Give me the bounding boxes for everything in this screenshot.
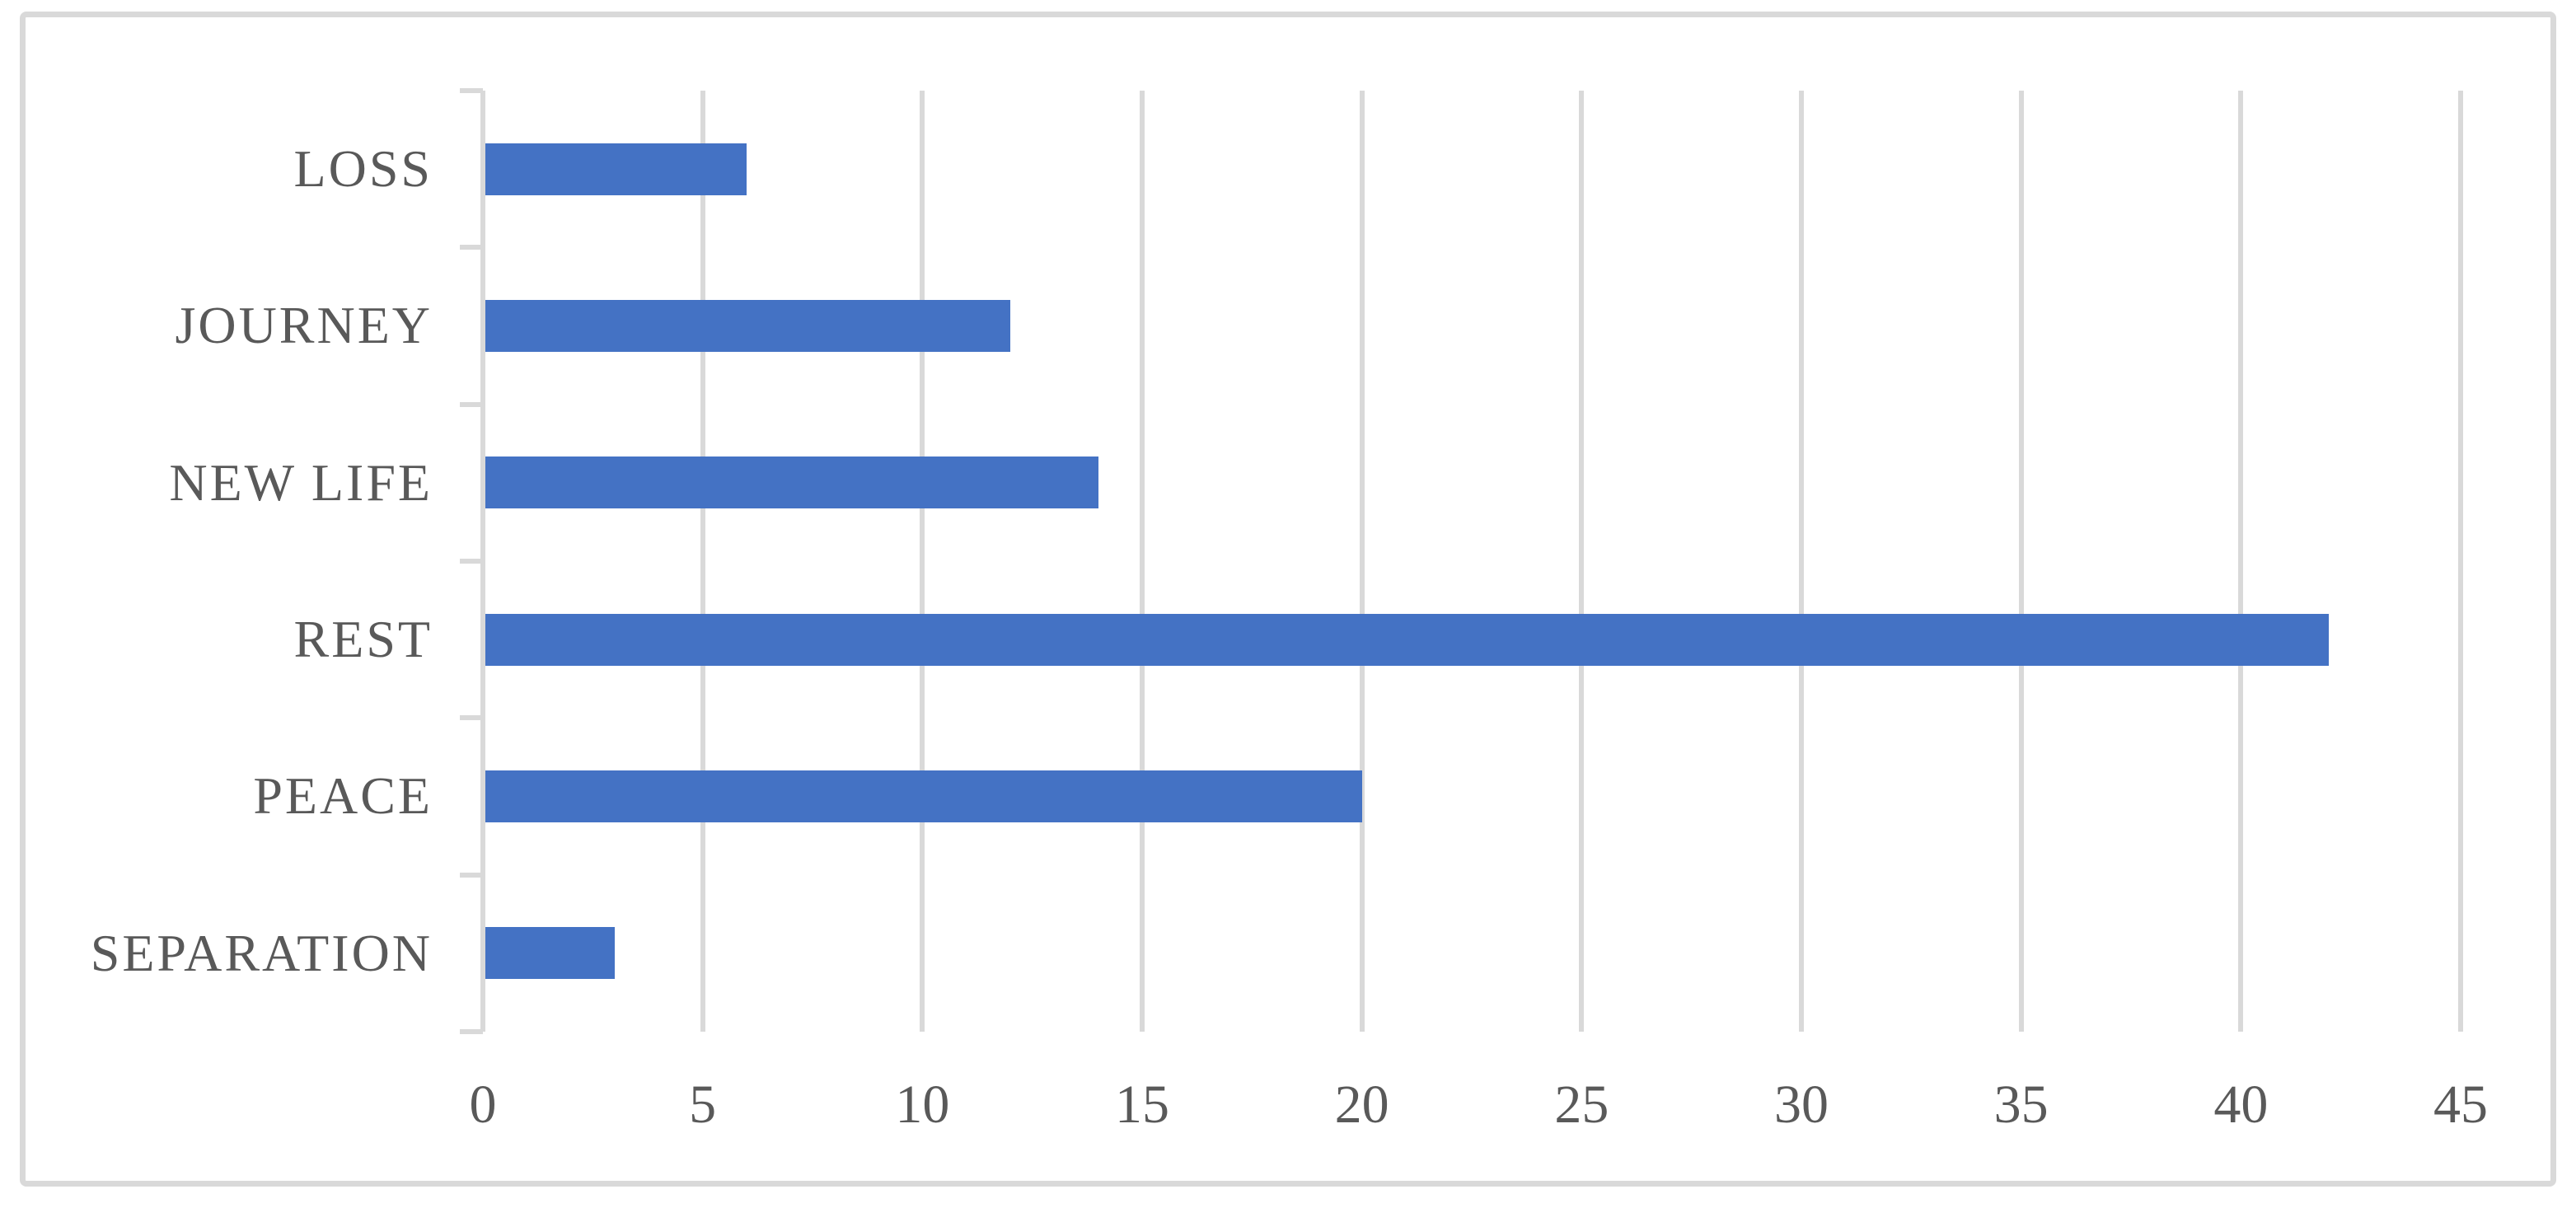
category-label-journey: JOURNEY [175,296,433,355]
category-axis-tick-mark [460,715,483,721]
category-axis-tick-mark [460,559,483,564]
value-axis-tick-label: 5 [689,1075,717,1135]
value-axis-tick-label: 25 [1554,1075,1609,1135]
bar-rest [485,613,2329,666]
value-axis-tick-label: 40 [2213,1075,2269,1135]
value-gridline [2018,91,2024,1032]
category-label-peace: PEACE [253,766,433,826]
category-label-rest: REST [293,610,433,669]
category-axis-tick-mark [460,245,483,250]
value-gridline [920,91,925,1032]
value-gridline [1798,91,1804,1032]
bar-loss [485,143,747,195]
bar-separation [485,927,615,980]
category-axis-tick-mark [460,872,483,878]
value-axis-tick-label: 0 [469,1075,497,1135]
bar-new-life [485,457,1098,509]
category-label-loss: LOSS [293,139,433,199]
category-label-new-life: NEW LIFE [169,452,433,512]
category-label-separation: SEPARATION [90,923,433,982]
value-gridline [2457,91,2463,1032]
value-axis-tick-label: 45 [2433,1075,2488,1135]
value-gridline [2238,91,2244,1032]
category-axis-tick-mark [460,88,483,93]
category-axis-tick-mark [460,401,483,407]
value-axis-tick-label: 15 [1114,1075,1169,1135]
bar-peace [485,770,1362,822]
value-gridline [1359,91,1365,1032]
category-axis-line [480,91,485,1032]
bar-journey [485,300,1010,352]
value-axis-tick-label: 30 [1773,1075,1829,1135]
value-gridline [700,91,705,1032]
value-gridline [1579,91,1585,1032]
value-axis-tick-label: 35 [1993,1075,2049,1135]
value-axis-tick-label: 20 [1334,1075,1389,1135]
category-axis-tick-mark [460,1029,483,1034]
value-gridline [1139,91,1145,1032]
value-axis-tick-label: 10 [895,1075,950,1135]
